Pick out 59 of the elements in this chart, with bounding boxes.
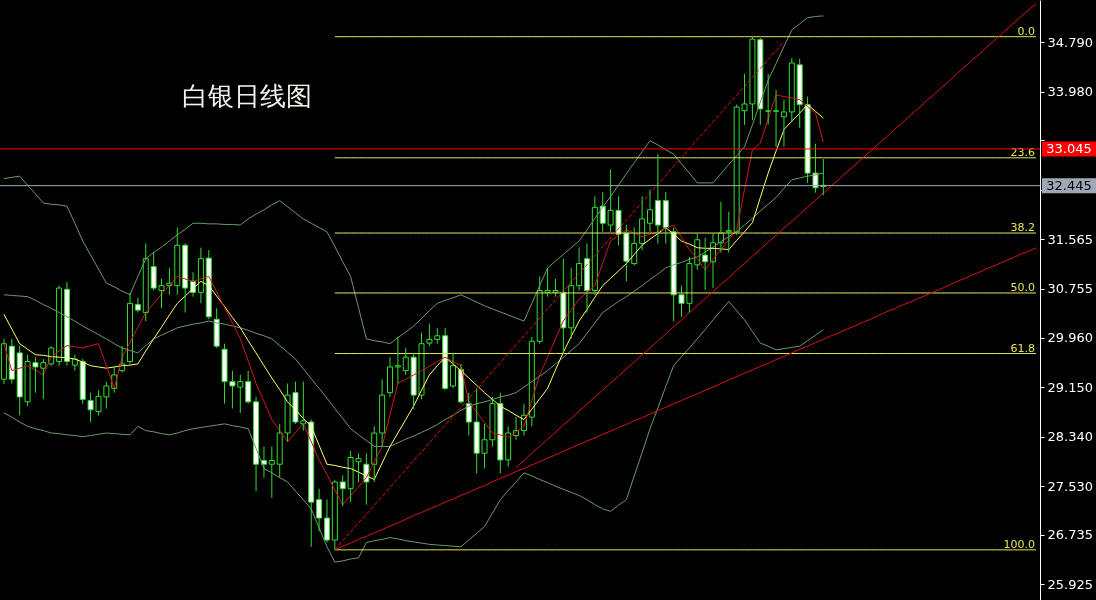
- candlestick: [197, 247, 204, 304]
- candlestick: [702, 237, 709, 291]
- candlestick: [387, 356, 393, 398]
- candlestick: [662, 191, 669, 244]
- text: 白银日线图: [182, 81, 312, 111]
- y-tick-label: 30.755: [1047, 281, 1093, 297]
- ref-line-label: 32.445: [1046, 177, 1092, 193]
- candlestick: [568, 267, 575, 340]
- line-series: [515, 3, 1037, 468]
- y-tick-label: 31.565: [1047, 231, 1093, 247]
- series-label: 50.0: [1010, 280, 1036, 294]
- candlestick: [505, 425, 512, 468]
- series-label: 38.2: [1010, 221, 1036, 235]
- y-tick-label: 28.340: [1047, 429, 1093, 445]
- candlestick: [308, 419, 315, 548]
- line-series: [3, 15, 824, 345]
- candlestick: [465, 392, 472, 436]
- candlestick: [647, 189, 653, 233]
- series-label: 23.6: [1010, 145, 1036, 159]
- series-label: 61.8: [1010, 341, 1036, 355]
- candlestick: [63, 281, 70, 367]
- candlestick: [127, 291, 133, 365]
- candlestick: [56, 285, 63, 367]
- candlestick: [268, 445, 275, 499]
- candlestick: [79, 358, 86, 405]
- y-tick-label: 26.735: [1047, 527, 1093, 543]
- candlestick: [316, 488, 323, 532]
- candlestick: [576, 247, 583, 292]
- candlestick: [796, 58, 803, 129]
- candlestick: [134, 297, 141, 314]
- candlestick: [379, 378, 386, 447]
- candlestick: [450, 352, 457, 389]
- candlestick: [654, 153, 661, 244]
- candlestick: [245, 370, 252, 405]
- candlestick: [182, 242, 189, 314]
- candlestick: [8, 338, 15, 384]
- y-tick-label: 29.960: [1047, 330, 1093, 346]
- ref-line-label: 33.045: [1046, 140, 1092, 156]
- line-series: [3, 172, 824, 447]
- y-tick-label: 34.790: [1047, 34, 1093, 50]
- y-tick-label: 25.925: [1047, 576, 1093, 592]
- candlestick: [583, 242, 590, 314]
- candlestick: [780, 99, 787, 148]
- candlestick: [205, 249, 212, 320]
- series-label: 0.0: [1017, 24, 1036, 38]
- candlestick: [71, 354, 78, 372]
- candlestick: [788, 57, 795, 123]
- y-tick-label: 27.530: [1047, 478, 1093, 494]
- candlestick: [331, 479, 338, 551]
- series-label: 100.0: [1003, 537, 1036, 551]
- y-tick-label: 29.150: [1047, 379, 1093, 395]
- candlestick: [253, 396, 260, 492]
- candlestick: [725, 211, 732, 254]
- candlestick: [394, 336, 401, 384]
- candlestick: [442, 327, 449, 391]
- y-tick-label: 33.980: [1047, 84, 1093, 100]
- candlestick: [323, 499, 330, 544]
- line-series: [3, 301, 824, 563]
- candlestick: [213, 307, 220, 349]
